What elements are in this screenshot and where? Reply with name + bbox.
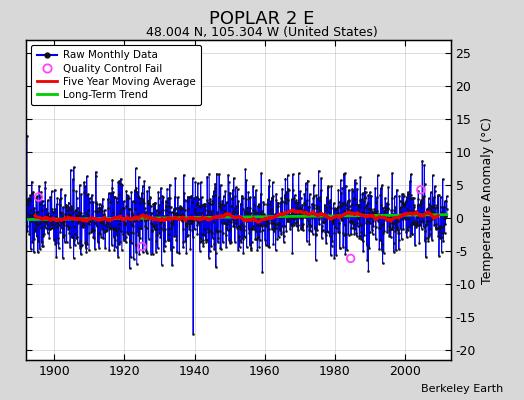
Long-Term Trend	[357, 213, 363, 218]
Line: Five Year Moving Average: Five Year Moving Average	[35, 210, 438, 222]
Long-Term Trend	[117, 216, 123, 221]
Text: 48.004 N, 105.304 W (United States): 48.004 N, 105.304 W (United States)	[146, 26, 378, 39]
Text: POPLAR 2 E: POPLAR 2 E	[209, 10, 315, 28]
Raw Monthly Data	[24, 133, 30, 138]
Quality Control Fail	[417, 186, 425, 193]
Quality Control Fail	[34, 194, 42, 200]
Raw Monthly Data	[357, 175, 364, 180]
Five Year Moving Average	[394, 215, 400, 220]
Five Year Moving Average	[163, 215, 170, 220]
Raw Monthly Data	[117, 240, 123, 245]
Long-Term Trend	[394, 213, 400, 218]
Quality Control Fail	[138, 243, 146, 250]
Raw Monthly Data	[394, 224, 400, 229]
Text: Berkeley Earth: Berkeley Earth	[421, 384, 503, 394]
Raw Monthly Data	[107, 225, 113, 230]
Long-Term Trend	[302, 214, 308, 219]
Raw Monthly Data	[190, 331, 196, 336]
Long-Term Trend	[23, 217, 29, 222]
Long-Term Trend	[444, 212, 450, 217]
Raw Monthly Data	[444, 206, 450, 211]
Legend: Raw Monthly Data, Quality Control Fail, Five Year Moving Average, Long-Term Tren: Raw Monthly Data, Quality Control Fail, …	[31, 45, 201, 105]
Y-axis label: Temperature Anomaly (°C): Temperature Anomaly (°C)	[482, 116, 495, 284]
Five Year Moving Average	[106, 218, 113, 223]
Five Year Moving Average	[357, 212, 363, 216]
Raw Monthly Data	[302, 215, 309, 220]
Raw Monthly Data	[23, 196, 29, 201]
Line: Raw Monthly Data: Raw Monthly Data	[25, 134, 448, 335]
Five Year Moving Average	[302, 211, 308, 216]
Quality Control Fail	[346, 255, 355, 262]
Long-Term Trend	[163, 216, 170, 220]
Raw Monthly Data	[164, 186, 170, 191]
Long-Term Trend	[106, 216, 113, 221]
Line: Long-Term Trend: Long-Term Trend	[26, 215, 447, 220]
Five Year Moving Average	[117, 215, 123, 220]
